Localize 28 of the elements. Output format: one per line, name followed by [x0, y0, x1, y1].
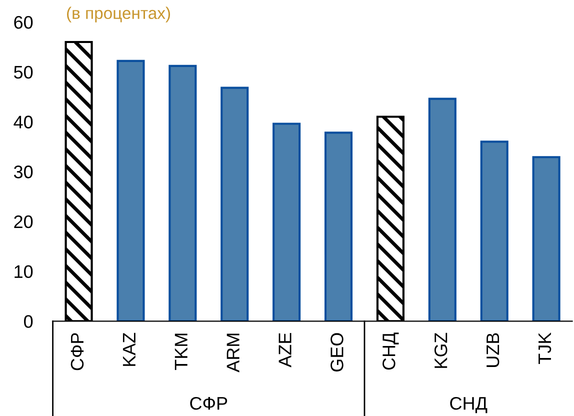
x-tick-label: TKM — [174, 334, 188, 370]
y-tick-label: 60 — [14, 16, 33, 29]
x-tick-label: TJK — [538, 332, 552, 364]
x-tick-label: GEO — [330, 333, 344, 372]
x-tick-label: AZE — [278, 333, 292, 368]
y-tick-label: 50 — [14, 66, 33, 79]
y-tick-label: 30 — [14, 166, 33, 178]
text: СНД — [450, 396, 488, 414]
bar — [532, 156, 560, 322]
text: СФР — [190, 396, 228, 410]
bar — [272, 122, 301, 322]
x-tick-label: СНД — [382, 332, 399, 370]
bar — [428, 98, 456, 322]
y-tick-label: 40 — [14, 116, 33, 128]
bar — [480, 140, 508, 322]
bar — [116, 60, 145, 322]
chart-subtitle: (в процентах) — [67, 6, 170, 22]
bar — [168, 64, 197, 322]
x-tick-label: KAZ — [122, 332, 136, 366]
y-tick-label: 20 — [14, 215, 33, 228]
bar — [324, 132, 353, 322]
x-tick-label: ARM — [226, 334, 240, 372]
y-tick-label: 10 — [14, 265, 33, 278]
x-tick-label: UZB — [486, 333, 500, 367]
x-tick-label: СФР — [70, 333, 84, 370]
y-tick-label: 0 — [24, 315, 33, 328]
x-tick-label: KGZ — [434, 332, 448, 368]
bar — [220, 86, 249, 322]
